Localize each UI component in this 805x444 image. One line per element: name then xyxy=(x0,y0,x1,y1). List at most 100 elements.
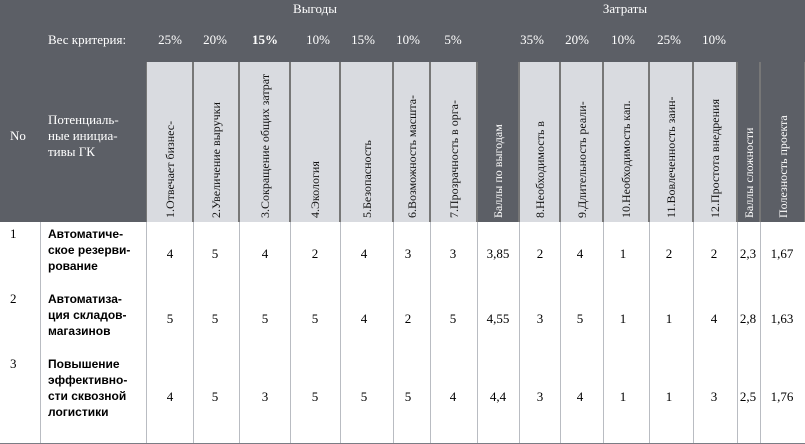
column-divider xyxy=(649,222,650,443)
column-header-label: 9.Длительность реали- xyxy=(575,101,589,218)
score-cell: 2 xyxy=(665,245,673,261)
weight-value: 10% xyxy=(611,32,635,47)
score-cell: 4 xyxy=(166,388,174,404)
column-header-label: Полезность проекта xyxy=(776,115,790,218)
column-divider xyxy=(146,222,147,443)
score-cell: 1,63 xyxy=(770,310,794,326)
score-cell: 5 xyxy=(576,310,584,326)
score-cell: 4 xyxy=(261,245,269,261)
score-cell: 4,55 xyxy=(486,310,510,326)
score-cell: 3 xyxy=(536,388,544,404)
score-cell: 5 xyxy=(211,388,219,404)
weight-value: 20% xyxy=(203,32,227,47)
weight-value: 10% xyxy=(306,32,330,47)
column-divider xyxy=(340,222,341,443)
column-header-label: 12.Простота внедрения xyxy=(708,99,722,218)
weight-value: 15% xyxy=(351,32,375,47)
column-header-label: 1.Отвечает бизнес- xyxy=(163,120,177,218)
column-header-label: 4.Экология xyxy=(308,161,322,218)
column-header-label: 10.Необходимость кап. xyxy=(619,100,633,218)
column-header-cell: Баллы по выгодам xyxy=(477,62,519,222)
column-header-label: 11.Вовлеченность заин- xyxy=(664,96,678,218)
row-number: 3 xyxy=(10,356,17,371)
column-header-label: 3.Сокращение общих затрат xyxy=(258,73,272,218)
column-header-cell: Полезность проекта xyxy=(760,62,805,222)
column-header-cell: 11.Вовлеченность заин- xyxy=(649,62,693,222)
column-header-label: 8.Необходимость в xyxy=(533,121,547,218)
column-header-label: 5.Безопасность xyxy=(360,140,374,218)
weight-value: 5% xyxy=(444,32,462,47)
initiative-name: Автоматиза-ция складов-магазинов xyxy=(48,292,127,338)
weight-value: 25% xyxy=(657,32,681,47)
table-row xyxy=(0,222,805,287)
weight-label: Вес критерия: xyxy=(48,32,127,47)
weight-value: 20% xyxy=(565,32,589,47)
score-cell: 5 xyxy=(311,388,319,404)
column-divider xyxy=(693,222,694,443)
score-cell: 4 xyxy=(710,310,718,326)
score-cell: 3 xyxy=(404,245,412,261)
column-header-label: Баллы по выгодам xyxy=(491,124,505,218)
score-cell: 2,3 xyxy=(739,245,757,261)
score-cell: 3 xyxy=(261,388,269,404)
column-header-cell: Баллы сложности xyxy=(737,62,760,222)
initiative-name: Повышение эффективно-сти сквозной логист… xyxy=(48,357,128,419)
score-cell: 5 xyxy=(166,310,174,326)
column-divider xyxy=(560,222,561,443)
column-header-cell: 3.Сокращение общих затрат xyxy=(239,62,290,222)
score-cell: 1,67 xyxy=(770,245,794,261)
column-header-cell: 9.Длительность реали- xyxy=(560,62,603,222)
table-row xyxy=(0,287,805,352)
score-cell: 3 xyxy=(710,388,718,404)
score-cell: 5 xyxy=(404,388,412,404)
table-row xyxy=(0,352,805,443)
weight-value: 35% xyxy=(520,32,544,47)
score-cell: 2 xyxy=(710,245,718,261)
score-cell: 1,76 xyxy=(770,388,794,404)
weight-value: 15% xyxy=(252,32,278,47)
score-cell: 1 xyxy=(665,310,673,326)
column-divider xyxy=(760,222,761,443)
score-cell: 2,8 xyxy=(739,310,757,326)
column-header-label: 7.Прозрачность в орга- xyxy=(447,100,461,218)
no-column-header: No xyxy=(10,128,26,143)
row-number: 1 xyxy=(10,226,17,241)
benefits-group-title: Выгоды xyxy=(293,1,337,16)
weight-value: 10% xyxy=(702,32,726,47)
score-cell: 4 xyxy=(360,245,368,261)
score-cell: 2 xyxy=(311,245,319,261)
score-cell: 2 xyxy=(404,310,412,326)
column-header-cell: 12.Простота внедрения xyxy=(693,62,737,222)
score-cell: 4 xyxy=(576,388,584,404)
column-divider xyxy=(477,222,478,443)
column-divider xyxy=(519,222,520,443)
column-divider xyxy=(603,222,604,443)
column-divider xyxy=(430,222,431,443)
column-header-cell: 2.Увеличение выручки xyxy=(193,62,239,222)
score-cell: 3 xyxy=(536,310,544,326)
score-cell: 5 xyxy=(311,310,319,326)
score-cell: 4 xyxy=(360,310,368,326)
score-cell: 5 xyxy=(261,310,269,326)
weight-value: 25% xyxy=(158,32,182,47)
column-header-cell: 1.Отвечает бизнес- xyxy=(146,62,193,222)
column-header-cell: 10.Необходимость кап. xyxy=(603,62,649,222)
score-cell: 3 xyxy=(449,245,457,261)
score-cell: 5 xyxy=(449,310,457,326)
score-cell: 4 xyxy=(166,245,174,261)
score-cell: 2 xyxy=(536,245,544,261)
score-cell: 1 xyxy=(619,245,627,261)
row-number: 2 xyxy=(10,291,17,306)
column-header-cell: 5.Безопасность xyxy=(340,62,393,222)
column-divider xyxy=(193,222,194,443)
score-cell: 2,5 xyxy=(739,388,757,404)
initiatives-column-header: Потенциаль-ные инициа-тивы ГК xyxy=(48,112,119,159)
score-cell: 4,4 xyxy=(489,388,507,404)
initiative-name: Автоматиче-ское резерви-рование xyxy=(48,227,131,273)
column-header-cell: 8.Необходимость в xyxy=(519,62,560,222)
column-divider xyxy=(290,222,291,443)
column-header-label: 6.Возможность масшта- xyxy=(405,94,419,218)
score-cell: 5 xyxy=(211,310,219,326)
score-cell: 1 xyxy=(665,388,673,404)
column-divider xyxy=(40,222,41,443)
